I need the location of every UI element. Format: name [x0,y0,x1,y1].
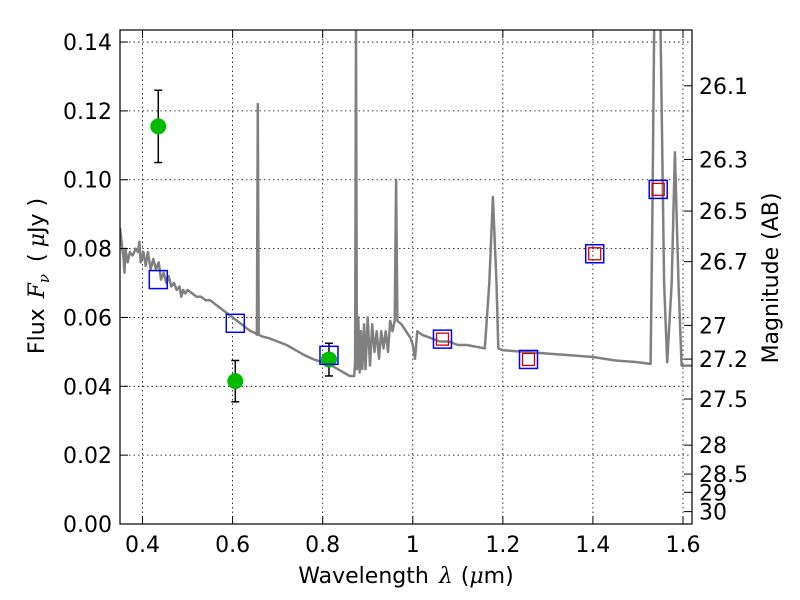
synthetic-flux-square [651,182,665,197]
observed-point [150,118,167,135]
synthetic-flux-square [588,247,602,261]
model-flux-square [225,313,246,334]
right-axis-label: Magnitude (AB) [759,193,784,364]
spectrum-line [120,30,692,378]
model-flux-square [319,345,339,366]
right-tick-label: 26.1 [699,75,748,100]
x-tick-label: 1.6 [665,533,700,558]
x-tick-label: 1.2 [485,533,520,558]
observed-point [227,373,244,390]
marker-layer [148,89,668,403]
spectrum-layer [120,30,692,378]
right-tick-label: 27 [699,314,727,339]
y-tick-label: 0.04 [63,375,112,400]
right-tick-label: 27.2 [699,348,748,373]
y-tick-label: 0.00 [63,513,112,538]
x-tick-label: 1 [406,533,420,558]
y-axis-label: FluxFν(μJy ) [25,198,53,354]
y-tick-label: 0.14 [63,31,112,56]
model-flux-square [518,349,539,370]
right-tick-label: 26.5 [699,200,748,225]
x-tick-label: 0.8 [305,533,340,558]
model-flux-square [432,329,453,349]
model-flux-square [648,179,668,200]
observed-point [320,351,337,368]
right-tick-label: 26.7 [699,251,748,276]
grid-lines [120,30,692,525]
right-tick-label: 30 [699,501,727,526]
model-flux-square [584,244,605,264]
x-tick-label: 1.4 [575,533,610,558]
x-axis-label: Wavelength λ (μm) [298,564,513,589]
model-flux-square [148,269,169,290]
tick-layer: 0.4 0.6 0.8 1 1.2 1.4 1.6 0.00 0.02 0.04 0.06 0.08 0… [63,30,748,558]
y-tick-label: 0.12 [63,100,112,125]
right-tick-label: 28 [699,434,727,459]
y-tick-label: 0.08 [63,238,112,263]
x-tick-label: 0.6 [215,533,250,558]
y-tick-label: 0.02 [63,444,112,469]
y-tick-label: 0.06 [63,306,112,331]
y-tick-label: 0.10 [63,169,112,194]
right-tick-label: 29 [699,481,727,506]
right-tick-label: 28.5 [699,463,748,488]
synthetic-flux-square [435,332,450,346]
synthetic-flux-square [521,352,536,367]
plot-frame [119,29,693,525]
right-tick-label: 26.3 [699,148,748,173]
x-tick-label: 0.4 [125,533,160,558]
right-tick-label: 27.5 [699,388,748,413]
